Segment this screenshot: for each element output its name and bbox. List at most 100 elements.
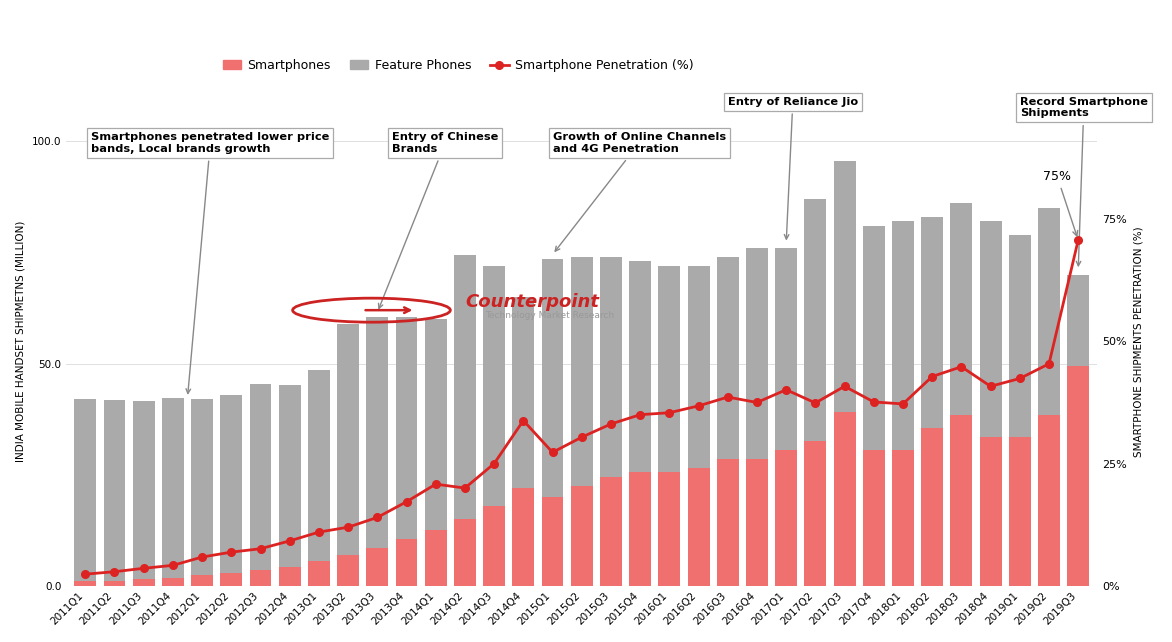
Bar xyxy=(541,497,564,586)
Smartphone Penetration (%) xyxy=(166,562,180,569)
Bar xyxy=(571,257,593,486)
Text: Smartphones penetrated lower price
bands, Local brands growth: Smartphones penetrated lower price bands… xyxy=(91,132,329,394)
Y-axis label: SMARTPHONE SHIPMENTS PENETRATION (%): SMARTPHONE SHIPMENTS PENETRATION (%) xyxy=(1133,226,1144,456)
Smartphone Penetration (%) xyxy=(895,400,909,408)
Smartphone Penetration (%) xyxy=(867,398,881,406)
Bar xyxy=(629,261,652,473)
Bar xyxy=(250,570,272,586)
Smartphone Penetration (%) xyxy=(691,402,706,410)
Text: Record Smartphone
Shipments: Record Smartphone Shipments xyxy=(1020,97,1147,266)
Smartphone Penetration (%) xyxy=(1071,236,1085,244)
Smartphone Penetration (%) xyxy=(574,433,588,441)
Bar xyxy=(220,395,243,573)
Text: Entry of Chinese
Brands: Entry of Chinese Brands xyxy=(379,132,498,308)
Bar xyxy=(512,488,534,586)
Bar xyxy=(74,399,96,582)
Bar xyxy=(950,415,973,586)
Smartphone Penetration (%) xyxy=(633,411,647,419)
Bar xyxy=(74,582,96,586)
Bar xyxy=(950,204,973,415)
Bar xyxy=(103,401,125,580)
Bar xyxy=(804,441,826,586)
Bar xyxy=(659,266,680,473)
Smartphone Penetration (%) xyxy=(400,498,414,506)
Smartphone Penetration (%) xyxy=(253,545,267,553)
Text: Technology Market Research: Technology Market Research xyxy=(485,311,614,320)
Smartphone Penetration (%) xyxy=(779,386,793,394)
Bar xyxy=(103,580,125,586)
Bar xyxy=(338,324,359,555)
Bar xyxy=(454,255,476,519)
Bar xyxy=(1068,366,1089,586)
Text: 75%: 75% xyxy=(1043,170,1077,236)
Bar xyxy=(132,579,155,586)
Bar xyxy=(892,450,914,586)
Smartphone Penetration (%) xyxy=(341,523,355,531)
Bar xyxy=(162,398,184,578)
Bar xyxy=(1009,437,1030,586)
Text: Entry of Reliance Jio: Entry of Reliance Jio xyxy=(728,97,858,239)
Bar xyxy=(921,428,943,586)
Bar xyxy=(747,459,768,586)
Bar xyxy=(747,248,768,459)
Bar xyxy=(367,548,388,586)
Bar xyxy=(863,226,885,450)
Smartphone Penetration (%) xyxy=(108,568,122,576)
Bar xyxy=(279,568,301,586)
Smartphone Penetration (%) xyxy=(488,460,502,467)
Bar xyxy=(775,248,797,450)
Smartphone Penetration (%) xyxy=(195,553,209,561)
Bar xyxy=(454,519,476,586)
Smartphone Penetration (%) xyxy=(838,383,852,390)
Smartphone Penetration (%) xyxy=(224,548,238,556)
Line: Smartphone Penetration (%): Smartphone Penetration (%) xyxy=(82,236,1082,578)
Bar xyxy=(541,259,564,497)
Smartphone Penetration (%) xyxy=(517,417,531,424)
Smartphone Penetration (%) xyxy=(282,537,297,545)
Smartphone Penetration (%) xyxy=(604,420,618,428)
Smartphone Penetration (%) xyxy=(809,399,823,407)
Bar xyxy=(396,539,417,586)
Bar xyxy=(717,459,738,586)
Y-axis label: INDIA MOBILE HANDSET SHIPMETNS (MILLION): INDIA MOBILE HANDSET SHIPMETNS (MILLION) xyxy=(15,221,25,462)
Smartphone Penetration (%) xyxy=(458,484,472,492)
Bar xyxy=(980,221,1002,437)
Bar xyxy=(833,161,856,412)
Smartphone Penetration (%) xyxy=(954,363,968,370)
Smartphone Penetration (%) xyxy=(662,409,676,417)
Bar xyxy=(162,578,184,586)
Bar xyxy=(396,317,417,539)
Bar xyxy=(1038,208,1059,415)
Bar xyxy=(571,486,593,586)
Smartphone Penetration (%) xyxy=(137,564,151,572)
Bar xyxy=(191,575,213,586)
Bar xyxy=(308,370,329,562)
Smartphone Penetration (%) xyxy=(1013,375,1027,383)
Bar xyxy=(424,530,447,586)
Bar xyxy=(717,257,738,459)
Bar xyxy=(921,217,943,428)
Bar xyxy=(132,401,155,579)
Bar xyxy=(338,555,359,586)
Smartphone Penetration (%) xyxy=(370,514,384,521)
Bar xyxy=(863,450,885,586)
Smartphone Penetration (%) xyxy=(925,372,939,380)
Bar xyxy=(629,473,652,586)
Bar xyxy=(250,383,272,570)
Bar xyxy=(892,221,914,450)
Smartphone Penetration (%) xyxy=(429,480,443,488)
Bar xyxy=(833,412,856,586)
Bar xyxy=(483,506,505,586)
Text: Counterpoint: Counterpoint xyxy=(465,293,599,311)
Bar xyxy=(688,266,709,468)
Bar xyxy=(191,399,213,575)
Bar xyxy=(688,468,709,586)
Smartphone Penetration (%) xyxy=(1042,360,1056,368)
Bar xyxy=(1068,275,1089,366)
Bar xyxy=(367,317,388,548)
Bar xyxy=(980,437,1002,586)
Smartphone Penetration (%) xyxy=(750,399,764,406)
Bar xyxy=(1038,415,1059,586)
Bar xyxy=(279,385,301,568)
Bar xyxy=(1009,234,1030,437)
